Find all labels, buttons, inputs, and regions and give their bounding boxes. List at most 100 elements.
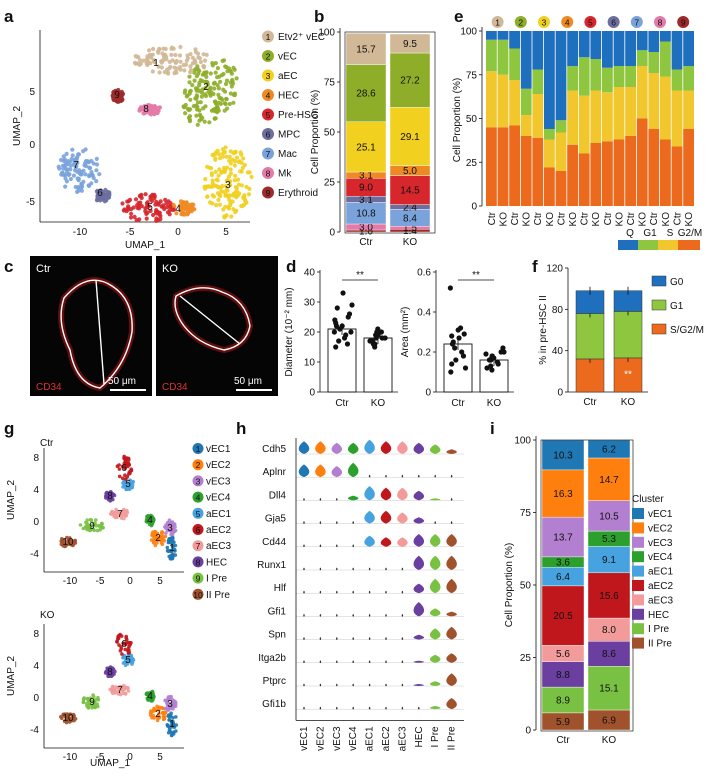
pg-point-11-5: [120, 476, 125, 481]
umap-point-5: [129, 211, 134, 216]
umap-point-5: [168, 204, 173, 210]
umap-cluster-label-5: 5: [147, 202, 153, 213]
umap-point-3: [232, 159, 237, 164]
umap-point-1: [151, 46, 156, 52]
pg-cluster-label-11-2: 3: [167, 523, 173, 534]
ctr-image-label: Ctr: [36, 263, 51, 275]
pi-datalabel-KO-2: 8.6: [602, 649, 616, 660]
umap-point-3: [228, 179, 233, 184]
ko-vessel-outline: [174, 287, 251, 351]
pe-xtick-9: KO: [591, 212, 602, 227]
ph-violin-Hlf-vEC1: [303, 590, 305, 594]
umap-point-2: [213, 70, 218, 75]
umap-point-5: [153, 202, 158, 207]
umap-point-2: [204, 74, 209, 79]
umap-point-1: [133, 54, 138, 59]
ph-violin-Hlf-aEC2: [385, 590, 387, 594]
pb-datalabel-KO-8: 9.5: [403, 39, 417, 50]
pg-cluster-label-29-1: 2: [155, 709, 161, 720]
pg-point-11-6: [122, 516, 126, 521]
pe-legend-swatch-0: [618, 240, 640, 250]
panel-letter-c: c: [4, 257, 13, 276]
umap-point-3: [234, 155, 240, 160]
pe-xtick-14: Ctr: [649, 211, 660, 225]
umap-point-7: [70, 153, 75, 158]
pi-xtick-1: KO: [602, 735, 617, 746]
umap-point-2: [208, 85, 213, 90]
umap-point-5: [137, 193, 142, 199]
pe-group-marker-2: [514, 16, 527, 28]
ph-violin-Itga2b-II Pre: [446, 653, 457, 663]
umap-point-5: [128, 215, 134, 220]
umap-point-2: [194, 96, 199, 101]
umap-point-3: [247, 170, 252, 175]
pg-point-11-5: [124, 477, 128, 481]
pf-bar-KO-1: [613, 311, 643, 359]
umap-point-2: [197, 83, 202, 88]
pg-point-29-2: [165, 698, 170, 702]
ph-violin-Spn-aEC3: [401, 637, 404, 640]
pi-datalabel-KO-8: 14.7: [599, 475, 619, 486]
umap-point-1: [150, 69, 155, 74]
pg-point-29-8: [92, 695, 96, 699]
pg-point-11-9: [59, 539, 63, 544]
umap-point-7: [87, 165, 92, 170]
ph-gene-Cd44: Cd44: [262, 537, 286, 548]
pe-group-marker-1: [491, 16, 504, 28]
pg-point-11-0: [171, 545, 175, 549]
pg-cluster-label-29-8: 9: [89, 697, 95, 708]
umap-point-1: [188, 64, 193, 69]
panel-a-ytick-3: -5: [26, 197, 35, 208]
ph-violin-Cdh5-aEC2: [380, 441, 392, 454]
umap-point-3: [210, 201, 215, 206]
pg-legend-num-7: 7: [196, 541, 201, 551]
umap-point-3: [215, 148, 220, 153]
ph-violin-Aplnr-vEC3: [331, 466, 343, 478]
pg-point-29-4: [125, 660, 129, 664]
pf-legend-swatch-0: [651, 275, 667, 287]
pb-datalabel-KO-1: 1.5: [403, 223, 417, 234]
pd1-ytick-1: 10: [304, 358, 316, 369]
pe-group-label-2: 2: [518, 18, 523, 28]
ph-violin-Dll4-aEC3: [397, 487, 408, 501]
umap-point-7: [83, 172, 88, 177]
umap-point-4: [179, 212, 184, 217]
pe-bar-9-Q: [590, 31, 602, 59]
umap-point-1: [177, 53, 183, 58]
pe-xtick-13: KO: [638, 212, 649, 227]
pg-point-11-0: [170, 553, 175, 558]
pg-point-29-0: [166, 723, 170, 728]
ph-violin-Runx1-I Pre: [429, 555, 441, 570]
umap-point-3: [215, 178, 220, 183]
ph-violin-Runx1-aEC1: [368, 567, 371, 571]
umap-point-1: [201, 52, 206, 57]
pb-ytick-4: 100: [318, 28, 335, 39]
legend-a-label-9: Erythroid: [278, 188, 318, 199]
pb-bar-Ctr-6: [345, 121, 387, 173]
umap-point-3: [216, 197, 221, 202]
pe-xtick-3: KO: [522, 212, 533, 227]
umap-point-3: [216, 173, 221, 178]
pb-datalabel-Ctr-8: 15.7: [356, 44, 376, 55]
pg-xtick-11-3: 5: [157, 576, 163, 587]
pi-datalabel-KO-4: 15.6: [599, 591, 619, 602]
ph-violin-Runx1-vEC2: [319, 567, 322, 571]
pg-legend-label-1: vEC1: [206, 444, 231, 455]
pi-bar-Ctr-4: [541, 585, 585, 646]
ph-violin-Hlf-aEC1: [368, 590, 371, 594]
ph-violin-Dll4-aEC2: [380, 487, 392, 501]
ph-violin-Gfi1b-aEC2: [385, 706, 387, 710]
pe-xtick-7: KO: [568, 212, 579, 227]
umap-point-5: [136, 206, 142, 211]
pg-point-29-1: [157, 706, 161, 711]
ph-violin-Gfi1b-vEC2: [319, 706, 322, 710]
umap-point-5: [145, 200, 150, 205]
pe-group-label-3: 3: [542, 18, 547, 28]
pi-legend-swatch-4: [632, 565, 644, 577]
pd2-ylabel: Area (mm²): [400, 307, 411, 358]
pg-legend-swatch-4: [192, 491, 204, 503]
ph-violin-Hlf-II Pre: [446, 578, 457, 594]
pd1-point-Ctr-8: [343, 332, 349, 338]
panel-a-umap: 1 2 3 4 5 6 7 8 9 -10 -5 0 5 5 0 -5 UMAP_1 UMAP_…: [12, 30, 325, 251]
umap-point-3: [224, 178, 229, 183]
